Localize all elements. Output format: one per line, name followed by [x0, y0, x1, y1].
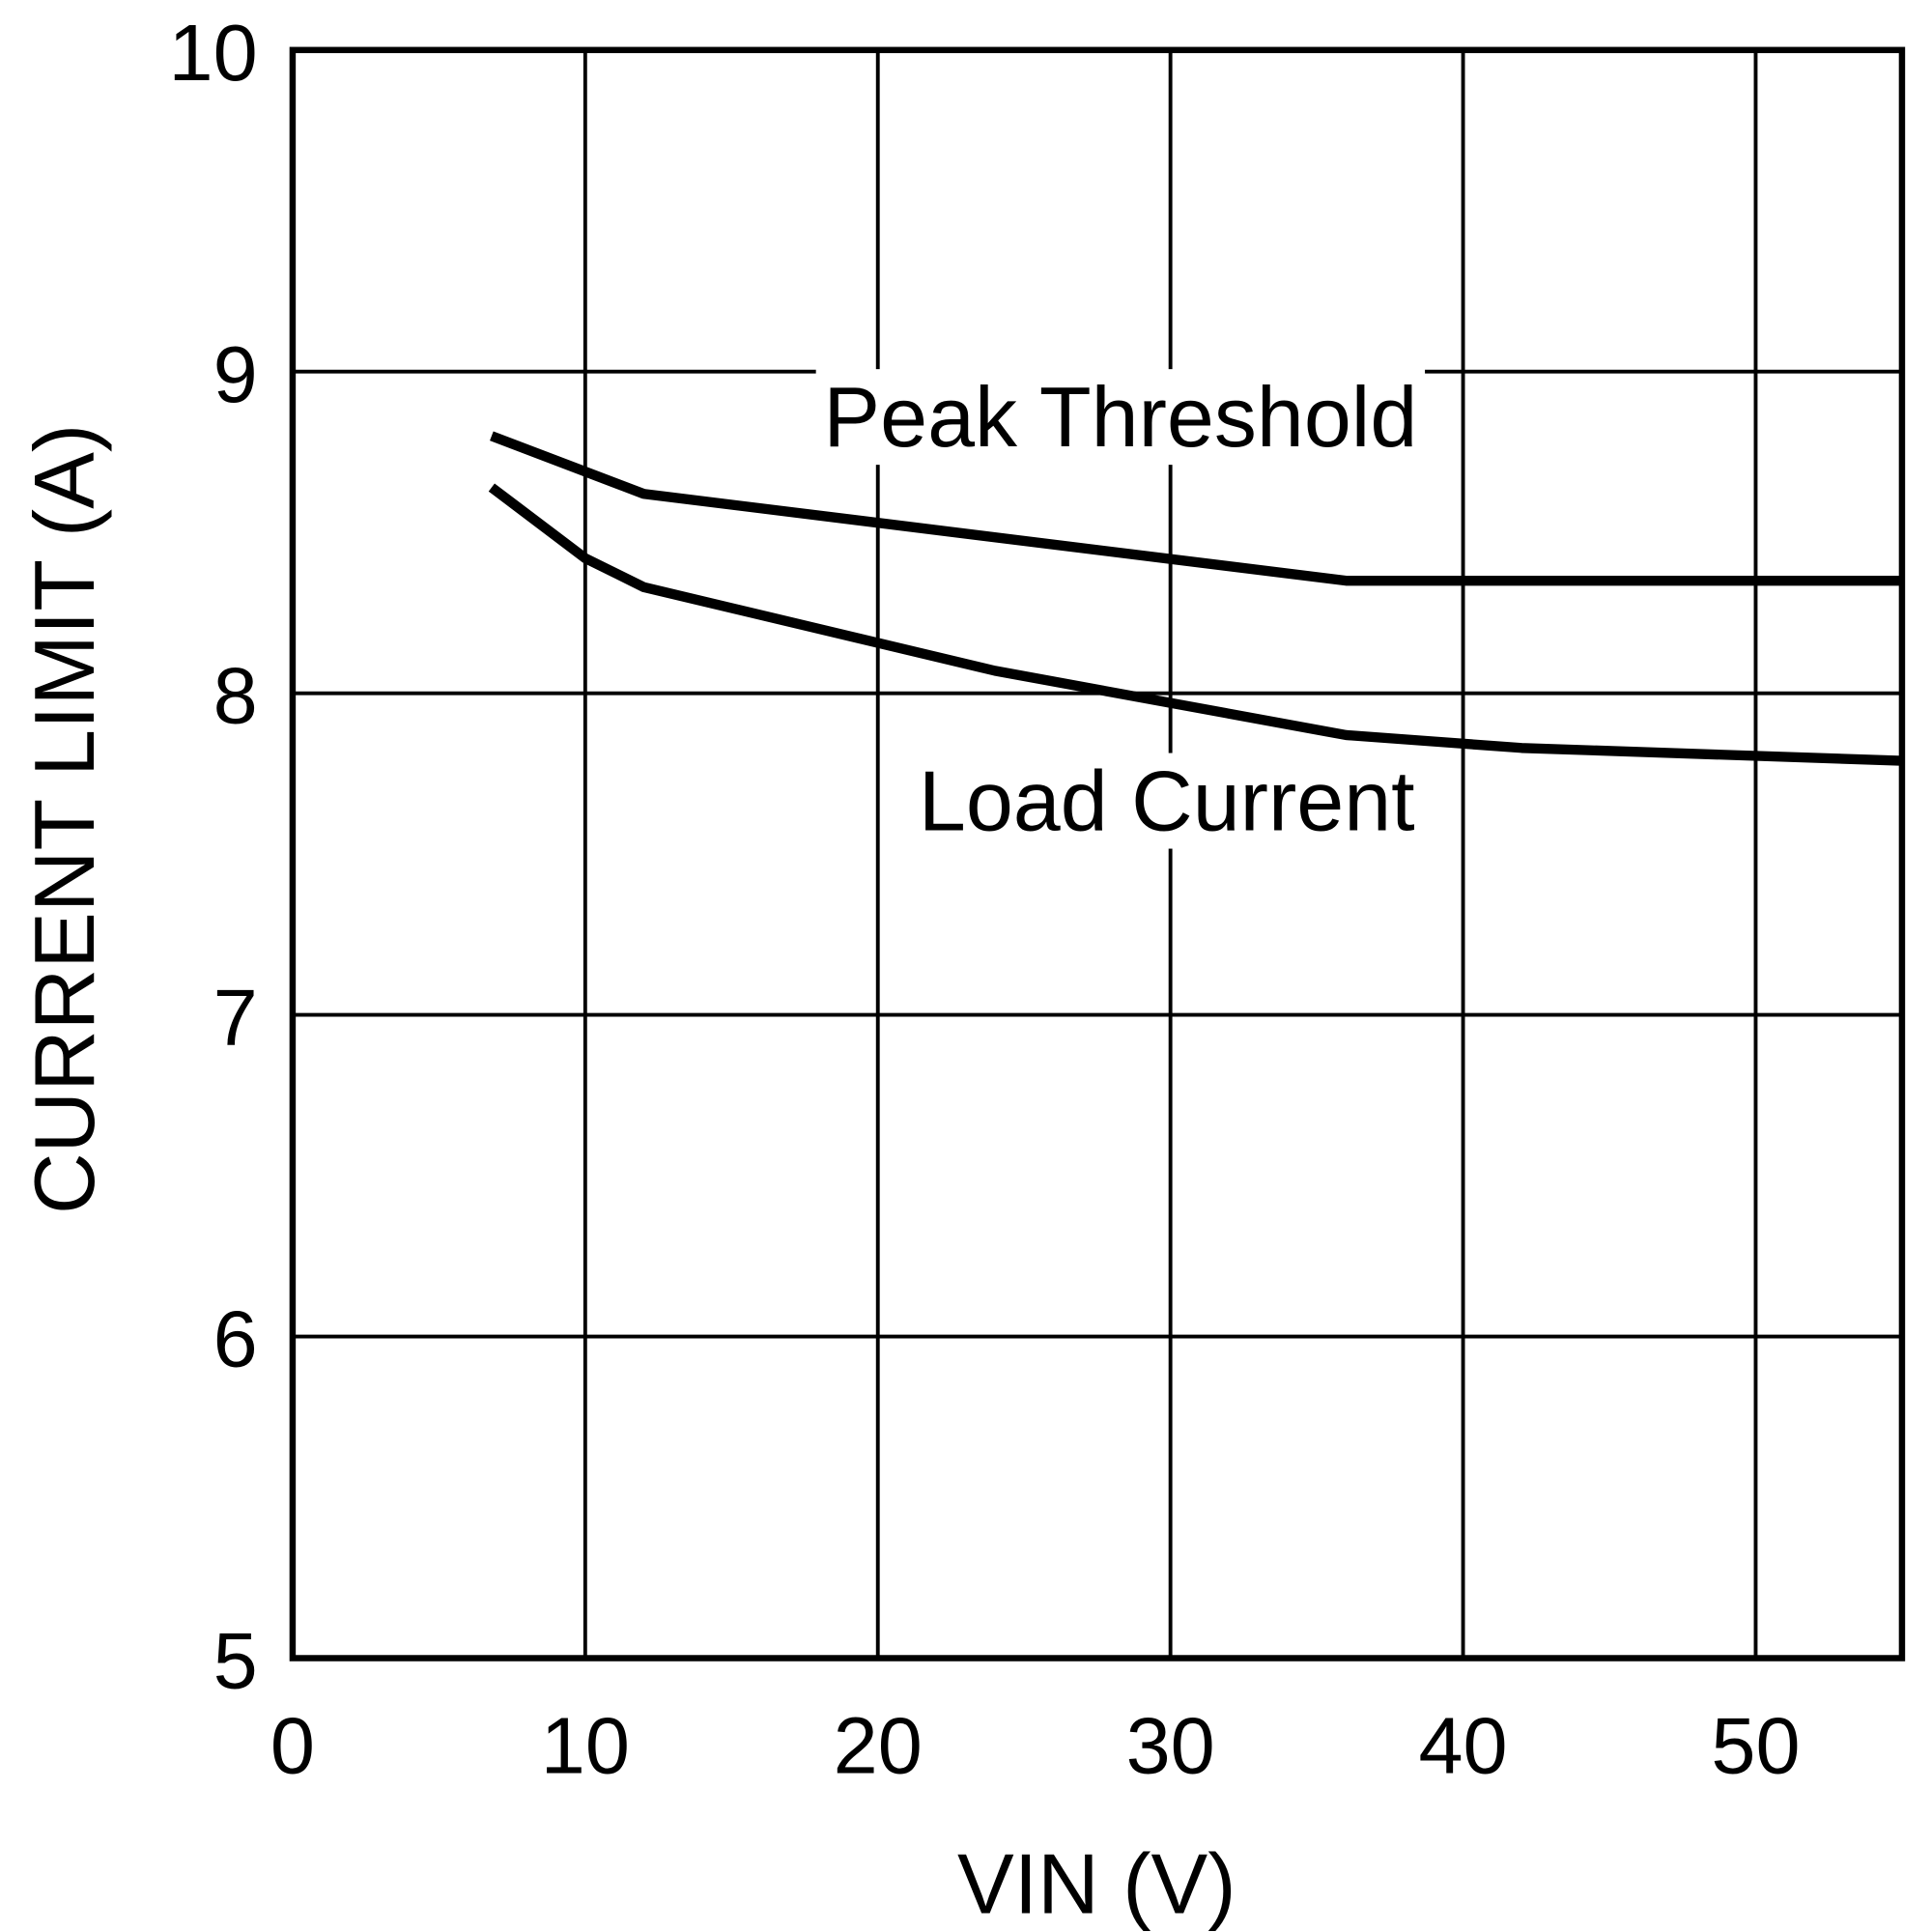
x-tick-label: 50	[1711, 1701, 1800, 1791]
data-line	[488, 483, 1903, 766]
y-tick-label: 8	[213, 651, 258, 741]
y-tick-label: 9	[213, 329, 258, 419]
y-axis-title: CURRENT LIMIT (A)	[16, 424, 112, 1214]
data-line	[490, 431, 1902, 586]
series-label-background	[911, 753, 1423, 849]
series-label-background	[815, 369, 1426, 466]
x-tick-label: 20	[834, 1701, 923, 1791]
y-tick-label: 7	[213, 973, 258, 1063]
series-label: Load Current	[919, 753, 1415, 849]
y-tick-label: 5	[213, 1616, 258, 1706]
x-tick-label: 30	[1126, 1701, 1215, 1791]
x-tick-label: 10	[541, 1701, 630, 1791]
x-tick-label: 0	[270, 1701, 315, 1791]
plot-frame	[289, 46, 1906, 1662]
y-tick-label: 6	[213, 1294, 258, 1384]
y-tick-label: 10	[169, 8, 258, 98]
series-label: Peak Threshold	[823, 369, 1417, 465]
x-axis-title: VIN (V)	[957, 1836, 1236, 1932]
x-tick-label: 40	[1418, 1701, 1507, 1791]
